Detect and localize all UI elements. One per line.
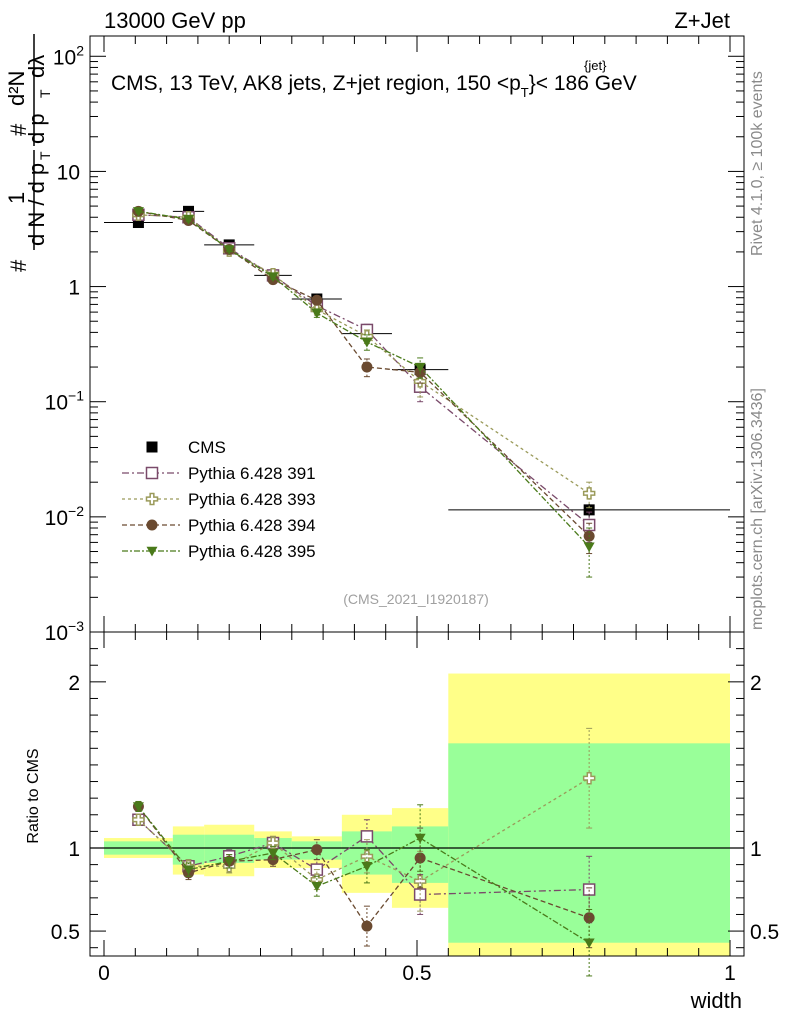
ratio-point-p395 xyxy=(183,865,195,876)
point-p395 xyxy=(583,542,595,553)
main-ytick-label: 1 xyxy=(68,277,80,300)
ylabel-dN: d N / d p xyxy=(24,163,49,246)
main-ytick-label: 10 xyxy=(57,161,80,184)
ratio-xtick-label: 0.5 xyxy=(402,962,431,985)
legend-entry-p391: Pythia 6.428 391 xyxy=(122,464,316,483)
ratio-axis-ticks xyxy=(90,632,744,956)
ratio-line-p393 xyxy=(137,777,590,882)
point-p395 xyxy=(311,308,323,319)
ratio-line-p391 xyxy=(137,819,590,896)
legend-entry-cms: CMS xyxy=(146,438,226,457)
ratio-point-p393 xyxy=(582,771,596,785)
main-title: CMS, 13 TeV, AK8 jets, Z+jet region, 150… xyxy=(111,72,637,100)
ratio-xtick-label: 1 xyxy=(724,962,736,985)
ratio-point-p393 xyxy=(360,850,374,863)
legend-marker-cms xyxy=(146,441,158,453)
point-p394 xyxy=(311,294,323,306)
legend-label-p393: Pythia 6.428 393 xyxy=(188,490,316,509)
main-axis-ticks xyxy=(90,36,744,633)
legend-marker-p395 xyxy=(146,546,158,557)
ratio-tick-labels: 0 0.5 1 2 2 1 1 0.5 0.5 xyxy=(51,672,779,985)
legend: CMS Pythia 6.428 391 Pythia 6.428 393 Pythi… xyxy=(122,438,316,561)
legend-marker-p394 xyxy=(146,519,158,531)
ratio-point-p393 xyxy=(266,836,280,850)
ratio-point-p395 xyxy=(361,862,373,872)
legend-label-cms: CMS xyxy=(188,438,226,457)
point-cms xyxy=(132,217,144,229)
ylabel-T1: T xyxy=(37,151,53,160)
ylabel-d2N: d²N xyxy=(4,71,29,106)
ratio-point-p393 xyxy=(132,813,145,827)
ylabel-dpT: d p xyxy=(24,113,49,144)
ratio-ytick-label-left: 0.5 xyxy=(51,921,80,944)
series-line-p391 xyxy=(138,214,590,526)
header-right: Z+Jet xyxy=(674,8,730,33)
ratio-point-p395 xyxy=(414,833,426,844)
series-line-p393 xyxy=(138,214,590,494)
ratio-point-p394 xyxy=(311,844,323,856)
mcplots-label: mcplots.cern.ch [arXiv:1306.3436] xyxy=(749,388,766,630)
point-p395 xyxy=(223,245,235,255)
ratio-ytick-label-right: 2 xyxy=(750,672,762,695)
point-cms xyxy=(583,504,595,516)
ratio-ytick-label-right: 1 xyxy=(750,838,762,861)
series-line-p394 xyxy=(138,210,590,537)
legend-label-p391: Pythia 6.428 391 xyxy=(188,464,316,483)
ratio-ytick-label-right: 0.5 xyxy=(750,921,779,944)
main-ytick-label: 102 xyxy=(53,42,84,69)
main-ytick-label: 10−3 xyxy=(45,618,85,645)
legend-entry-p393: Pythia 6.428 393 xyxy=(122,490,316,509)
point-p395 xyxy=(267,272,279,283)
ratio-point-p394 xyxy=(583,912,595,924)
ylabel-T2: T xyxy=(37,89,53,98)
legend-entry-p394: Pythia 6.428 394 xyxy=(122,516,316,535)
main-y-tick-labels: 102 10 1 10−1 10−2 10−3 xyxy=(45,42,85,645)
ratio-series-p395 xyxy=(132,800,595,977)
series-p395 xyxy=(132,207,595,578)
ratio-point-p395 xyxy=(267,848,279,859)
ratio-point-p393 xyxy=(413,874,427,888)
point-p395 xyxy=(414,362,426,373)
main-ylabel: # 1 d N / d p T # d²N d p T dλ xyxy=(4,34,53,272)
ratio-point-p395 xyxy=(311,881,323,892)
ratio-ytick-label-left: 1 xyxy=(68,838,80,861)
ratio-point-p391 xyxy=(582,883,596,896)
header-left: 13000 GeV pp xyxy=(104,8,246,33)
legend-entry-p395: Pythia 6.428 395 xyxy=(122,542,316,561)
ylabel-dlambda: dλ xyxy=(24,55,49,78)
legend-label-p395: Pythia 6.428 395 xyxy=(188,542,316,561)
ratio-line-p395 xyxy=(137,806,590,944)
analysis-watermark: (CMS_2021_I1920187) xyxy=(343,591,489,607)
main-data-layer xyxy=(104,205,730,578)
ratio-data-layer xyxy=(132,727,596,977)
ratio-point-p391 xyxy=(360,830,374,843)
series-line-p395 xyxy=(138,210,590,548)
ylabel-hash1: # xyxy=(6,259,31,272)
ylabel-hash2: # xyxy=(6,123,31,136)
ratio-point-p395 xyxy=(223,857,235,867)
ratio-point-p395 xyxy=(132,802,144,812)
main-title-sup: {jet} xyxy=(584,58,607,73)
point-p393 xyxy=(582,487,596,500)
point-p394 xyxy=(361,361,373,373)
x-axis-label: width xyxy=(690,988,742,1013)
point-p395 xyxy=(183,214,195,225)
ratio-point-p395 xyxy=(583,938,595,949)
point-p395 xyxy=(361,337,373,348)
ratio-point-p394 xyxy=(361,920,373,932)
ylabel-one: 1 xyxy=(4,192,29,204)
rivet-label: Rivet 4.1.0, ≥ 100k events xyxy=(749,71,766,256)
ratio-xtick-label: 0 xyxy=(98,962,110,985)
point-p395 xyxy=(132,207,144,217)
ratio-ylabel: Ratio to CMS xyxy=(25,748,42,843)
legend-marker-p393 xyxy=(145,492,159,506)
ratio-frame xyxy=(89,631,745,957)
ratio-ytick-label-left: 2 xyxy=(68,672,80,695)
legend-marker-p391 xyxy=(145,466,159,480)
legend-label-p394: Pythia 6.428 394 xyxy=(188,516,316,535)
ratio-line-p394 xyxy=(137,806,590,928)
main-ytick-label: 10−2 xyxy=(45,503,85,530)
main-ytick-label: 10−1 xyxy=(45,388,85,415)
